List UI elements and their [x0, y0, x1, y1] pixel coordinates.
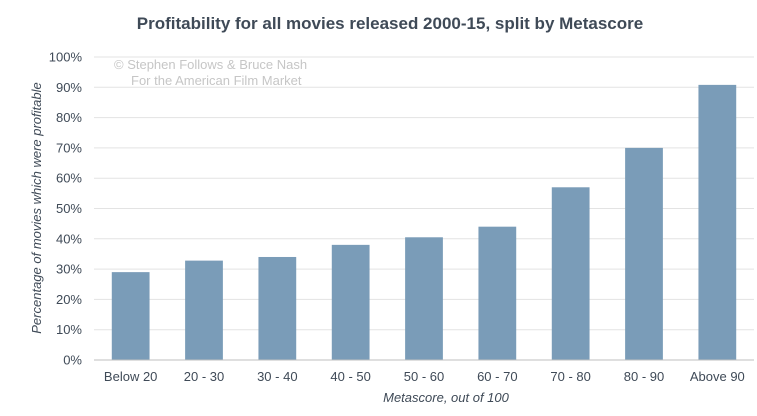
credit-line-1: © Stephen Follows & Bruce Nash	[114, 57, 307, 72]
bar-20-30	[185, 260, 223, 360]
chart-title: Profitability for all movies released 20…	[137, 14, 643, 33]
x-axis-title: Metascore, out of 100	[383, 390, 510, 405]
x-tick-label: 50 - 60	[404, 369, 444, 384]
x-tick-label: 60 - 70	[477, 369, 517, 384]
x-tick-label: 80 - 90	[624, 369, 664, 384]
x-axis-ticks: Below 20 20 - 30 30 - 40 40 - 50 50 - 60 60 -…	[104, 369, 745, 384]
bar-60-70	[478, 226, 517, 360]
bar-50-60	[405, 237, 443, 360]
bar-below-20	[111, 272, 150, 360]
y-tick-label: 80%	[56, 110, 82, 125]
bar-40-50	[331, 244, 370, 360]
y-axis-ticks: 0% 10% 20% 30% 40% 50% 60% 70% 80% 90% 100%	[49, 50, 83, 368]
y-axis-title: Percentage of movies which were profitab…	[29, 82, 44, 333]
x-tick-label: 70 - 80	[550, 369, 590, 384]
bar-above-90	[698, 84, 737, 360]
credit-line-2: For the American Film Market	[131, 73, 302, 88]
y-tick-label: 0%	[63, 353, 82, 368]
bar-70-80	[551, 187, 590, 360]
x-tick-label: 40 - 50	[330, 369, 370, 384]
y-tick-label: 60%	[56, 171, 82, 186]
bar-80-90	[625, 147, 663, 360]
x-tick-label: 20 - 30	[184, 369, 224, 384]
x-tick-label: Above 90	[690, 369, 745, 384]
y-tick-label: 50%	[56, 201, 82, 216]
y-tick-label: 20%	[56, 292, 82, 307]
bars	[111, 84, 737, 360]
y-tick-label: 30%	[56, 262, 82, 277]
y-tick-label: 70%	[56, 140, 82, 155]
y-tick-label: 90%	[56, 80, 82, 95]
y-tick-label: 100%	[49, 50, 83, 65]
x-tick-label: 30 - 40	[257, 369, 297, 384]
y-tick-label: 10%	[56, 322, 82, 337]
x-tick-label: Below 20	[104, 369, 157, 384]
y-tick-label: 40%	[56, 231, 82, 246]
bar-30-40	[258, 256, 297, 360]
